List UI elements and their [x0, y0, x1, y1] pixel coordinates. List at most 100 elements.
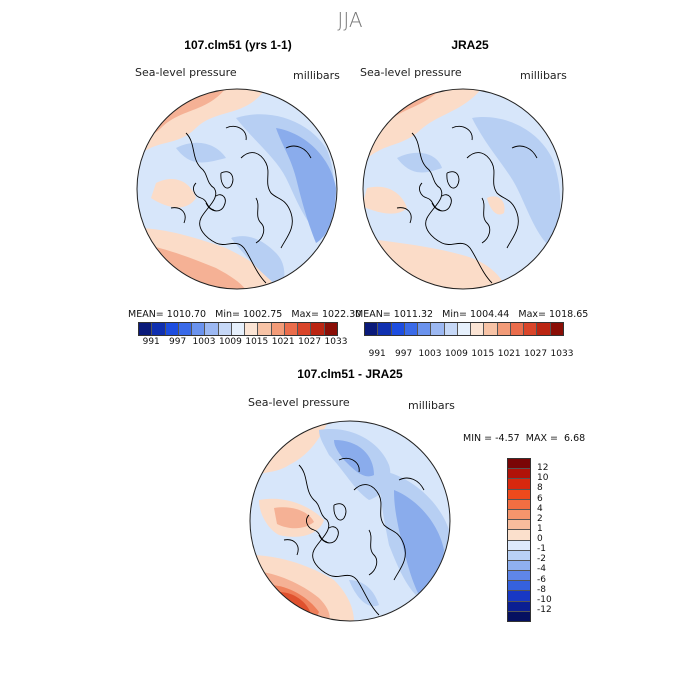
colorbar-swatch: [508, 581, 530, 592]
obs-max-value: 1018.65: [549, 309, 589, 320]
obs-colorbar: [364, 322, 564, 336]
colorbar-tick-label: 1015: [471, 349, 495, 359]
colorbar-swatch: [471, 323, 485, 335]
colorbar-swatch: [508, 571, 530, 582]
colorbar-swatch: [271, 323, 285, 335]
colorbar-swatch: [508, 520, 530, 531]
colorbar-tick-label: 1027: [524, 349, 548, 359]
colorbar-swatch: [457, 323, 472, 335]
colorbar-swatch: [245, 323, 259, 335]
obs-colorbar-ticks: 991 997 1003 1009 1015 1021 1027 1033: [364, 349, 574, 361]
model-field-label: Sea-level pressure: [135, 66, 237, 79]
colorbar-swatch: [431, 323, 445, 335]
colorbar-tick-label: 4: [537, 503, 543, 514]
obs-stats: MEAN= 1011.32 Min= 1004.44 Max= 1018.65: [355, 309, 588, 320]
colorbar-tick-label: 997: [395, 349, 413, 359]
colorbar-tick-label: 991: [368, 349, 386, 359]
colorbar-swatch: [165, 323, 179, 335]
colorbar-tick-label: -2: [537, 554, 546, 565]
colorbar-tick-label: 12: [537, 463, 549, 474]
colorbar-swatch: [284, 323, 299, 335]
colorbar-swatch: [484, 323, 498, 335]
diff-colorbar-ticks: 12 10 8 6 4 2 1 0 -1 -2 -4 -6 -8 -10 -12: [537, 458, 577, 620]
diff-stats: MIN = -4.57 MAX = 6.68: [463, 433, 585, 444]
colorbar-swatch: [537, 323, 551, 335]
model-colorbar-ticks: 991 997 1003 1009 1015 1021 1027 1033: [138, 337, 348, 349]
obs-min-value: 1004.44: [470, 309, 510, 320]
diff-panel-title: 107.clm51 - JRA25: [297, 367, 403, 381]
diff-max-value: 6.68: [564, 433, 586, 444]
colorbar-tick-label: 1009: [444, 349, 468, 359]
colorbar-swatch: [298, 323, 312, 335]
colorbar-swatch: [444, 323, 458, 335]
diff-field-label: Sea-level pressure: [248, 396, 350, 409]
obs-polar-map: [362, 88, 564, 290]
colorbar-swatch: [508, 469, 530, 480]
colorbar-swatch: [508, 550, 530, 561]
colorbar-tick-label: -12: [537, 604, 552, 615]
model-max-label: Max=: [291, 309, 319, 320]
model-polar-map: [136, 88, 338, 290]
model-max-value: 1022.30: [322, 309, 362, 320]
colorbar-swatch: [391, 323, 405, 335]
model-units-label: millibars: [293, 69, 340, 82]
colorbar-tick-label: 1015: [245, 337, 269, 347]
model-colorbar: [138, 322, 338, 336]
colorbar-tick-label: 1003: [418, 349, 442, 359]
obs-max-label: Max=: [518, 309, 546, 320]
model-min-value: 1002.75: [243, 309, 283, 320]
model-mean-label: MEAN=: [128, 309, 164, 320]
colorbar-tick-label: -1: [537, 544, 546, 555]
colorbar-tick-label: 1021: [497, 349, 521, 359]
colorbar-tick-label: 1027: [298, 337, 322, 347]
colorbar-swatch: [311, 323, 325, 335]
diff-colorbar: [507, 458, 531, 622]
colorbar-tick-label: -10: [537, 594, 552, 605]
colorbar-tick-label: 1003: [192, 337, 216, 347]
colorbar-swatch: [378, 323, 392, 335]
colorbar-swatch: [510, 323, 525, 335]
colorbar-tick-label: 1033: [324, 337, 348, 347]
colorbar-swatch: [524, 323, 538, 335]
colorbar-tick-label: 0: [537, 534, 543, 544]
model-mean-value: 1010.70: [166, 309, 207, 320]
colorbar-swatch: [550, 323, 563, 335]
diff-polar-map: [249, 420, 451, 622]
colorbar-tick-label: -4: [537, 564, 546, 575]
model-min-label: Min=: [215, 309, 240, 320]
diff-min-value: -4.57: [495, 433, 520, 444]
colorbar-tick-label: 991: [142, 337, 160, 347]
colorbar-swatch: [192, 323, 206, 335]
diff-max-label: MAX =: [525, 433, 558, 444]
colorbar-swatch: [152, 323, 166, 335]
diff-units-label: millibars: [408, 399, 455, 412]
colorbar-swatch: [418, 323, 432, 335]
obs-mean-label: MEAN=: [355, 309, 391, 320]
colorbar-swatch: [218, 323, 232, 335]
season-title: JJA: [337, 8, 363, 32]
colorbar-swatch: [205, 323, 219, 335]
colorbar-tick-label: 2: [537, 513, 543, 524]
colorbar-tick-label: 1021: [271, 337, 295, 347]
obs-mean-value: 1011.32: [393, 309, 434, 320]
colorbar-tick-label: 10: [537, 473, 549, 484]
colorbar-swatch: [258, 323, 272, 335]
colorbar-tick-label: 6: [537, 493, 543, 504]
colorbar-swatch: [508, 509, 530, 521]
colorbar-swatch: [139, 323, 153, 335]
obs-field-label: Sea-level pressure: [360, 66, 462, 79]
colorbar-swatch: [508, 611, 530, 621]
colorbar-swatch: [324, 323, 337, 335]
obs-panel-title: JRA25: [451, 38, 489, 52]
colorbar-swatch: [178, 323, 193, 335]
colorbar-swatch: [508, 479, 530, 490]
model-panel-title: 107.clm51 (yrs 1-1): [184, 38, 292, 52]
obs-units-label: millibars: [520, 69, 567, 82]
colorbar-tick-label: 1033: [550, 349, 574, 359]
colorbar-swatch: [365, 323, 379, 335]
colorbar-swatch: [508, 591, 530, 602]
colorbar-swatch: [508, 489, 530, 500]
colorbar-tick-label: 1009: [218, 337, 242, 347]
colorbar-tick-label: -6: [537, 574, 546, 585]
colorbar-swatch: [508, 540, 530, 551]
